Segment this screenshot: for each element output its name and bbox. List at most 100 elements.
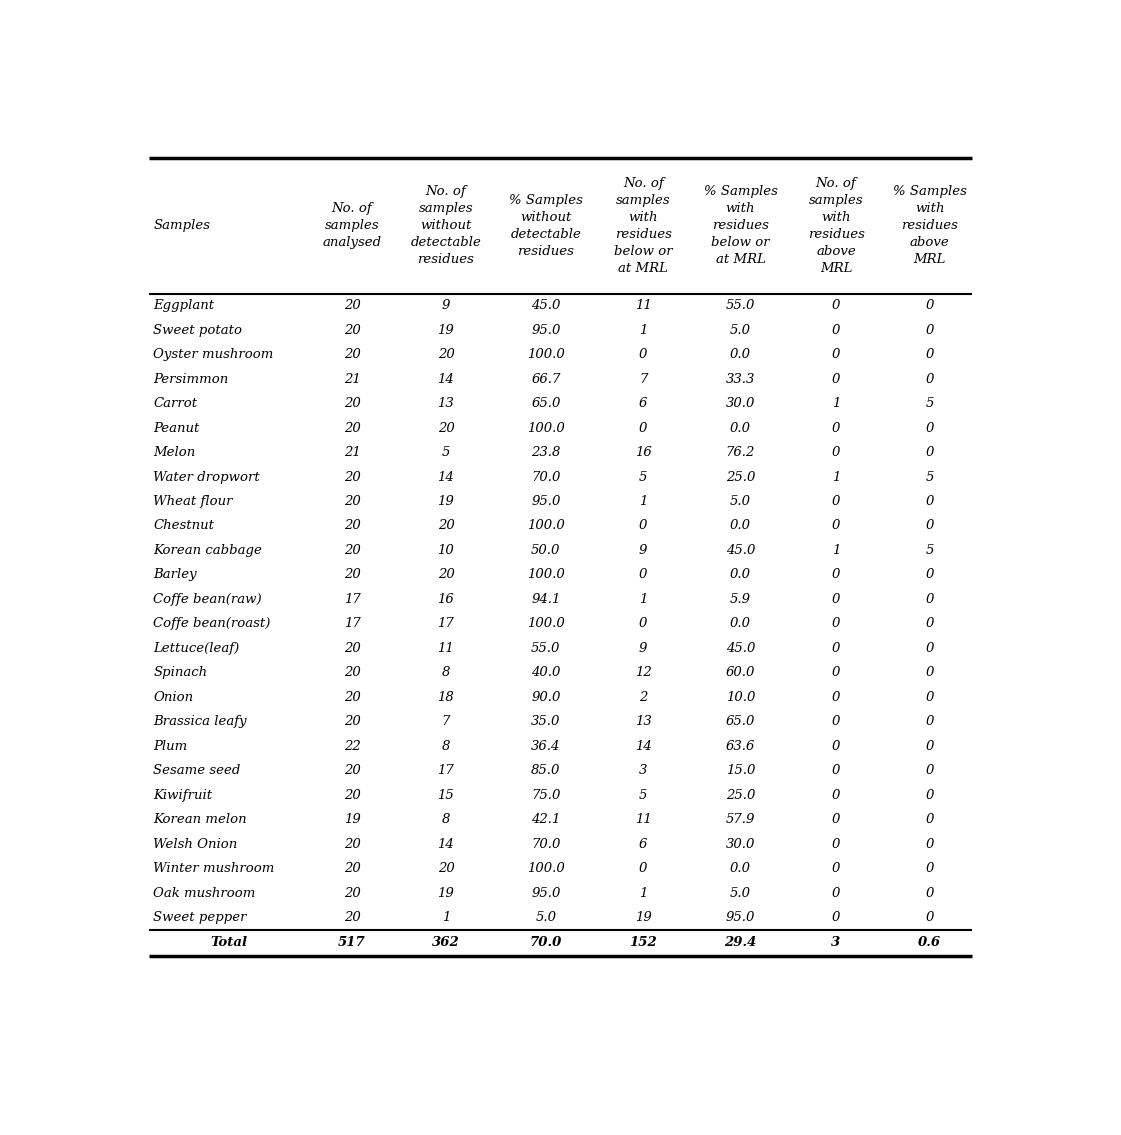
- Text: 0: 0: [832, 617, 841, 630]
- Text: 5.0: 5.0: [730, 323, 751, 337]
- Text: 90.0: 90.0: [531, 691, 560, 704]
- Text: 5.0: 5.0: [536, 911, 556, 924]
- Text: 7: 7: [639, 372, 647, 386]
- Text: 0.0: 0.0: [730, 617, 751, 630]
- Text: 95.0: 95.0: [531, 886, 560, 900]
- Text: 20: 20: [344, 544, 361, 557]
- Text: 20: 20: [344, 863, 361, 875]
- Text: 9: 9: [639, 641, 647, 655]
- Text: Melon: Melon: [154, 446, 195, 459]
- Text: 0: 0: [832, 300, 841, 312]
- Text: 0.0: 0.0: [730, 569, 751, 581]
- Text: 0: 0: [832, 789, 841, 801]
- Text: 0: 0: [926, 323, 934, 337]
- Text: 3: 3: [639, 764, 647, 777]
- Text: Plum: Plum: [154, 740, 187, 753]
- Text: 0: 0: [926, 813, 934, 826]
- Text: 20: 20: [344, 421, 361, 435]
- Text: 0: 0: [926, 789, 934, 801]
- Text: 17: 17: [344, 617, 361, 630]
- Text: 45.0: 45.0: [725, 544, 756, 557]
- Text: 0: 0: [832, 813, 841, 826]
- Text: 0: 0: [926, 886, 934, 900]
- Text: 21: 21: [344, 446, 361, 459]
- Text: 1: 1: [639, 495, 647, 508]
- Text: 20: 20: [344, 569, 361, 581]
- Text: 13: 13: [634, 715, 651, 729]
- Text: Eggplant: Eggplant: [154, 300, 214, 312]
- Text: 0: 0: [926, 592, 934, 606]
- Text: 0: 0: [926, 372, 934, 386]
- Text: 45.0: 45.0: [725, 641, 756, 655]
- Text: 0: 0: [639, 348, 647, 361]
- Text: 14: 14: [437, 471, 454, 484]
- Text: 11: 11: [634, 813, 651, 826]
- Text: 5: 5: [926, 544, 934, 557]
- Text: 95.0: 95.0: [531, 495, 560, 508]
- Text: 0: 0: [832, 666, 841, 680]
- Text: 66.7: 66.7: [531, 372, 560, 386]
- Text: 0: 0: [926, 569, 934, 581]
- Text: 0: 0: [639, 520, 647, 532]
- Text: 0.0: 0.0: [730, 348, 751, 361]
- Text: 2: 2: [639, 691, 647, 704]
- Text: 9: 9: [442, 300, 451, 312]
- Text: 1: 1: [639, 592, 647, 606]
- Text: Oak mushroom: Oak mushroom: [154, 886, 256, 900]
- Text: 0: 0: [926, 838, 934, 850]
- Text: 0: 0: [926, 300, 934, 312]
- Text: 6: 6: [639, 397, 647, 410]
- Text: 19: 19: [437, 886, 454, 900]
- Text: Sesame seed: Sesame seed: [154, 764, 241, 777]
- Text: 0: 0: [832, 520, 841, 532]
- Text: No. of
samples
with
residues
below or
at MRL: No. of samples with residues below or at…: [614, 177, 673, 275]
- Text: 17: 17: [344, 592, 361, 606]
- Text: 0: 0: [926, 715, 934, 729]
- Text: 21: 21: [344, 372, 361, 386]
- Text: 15.0: 15.0: [725, 764, 756, 777]
- Text: 20: 20: [344, 666, 361, 680]
- Text: 20: 20: [344, 520, 361, 532]
- Text: 40.0: 40.0: [531, 666, 560, 680]
- Text: 70.0: 70.0: [531, 838, 560, 850]
- Text: 95.0: 95.0: [531, 323, 560, 337]
- Text: 5: 5: [442, 446, 451, 459]
- Text: Onion: Onion: [154, 691, 193, 704]
- Text: 50.0: 50.0: [531, 544, 560, 557]
- Text: 76.2: 76.2: [725, 446, 756, 459]
- Text: 8: 8: [442, 740, 451, 753]
- Text: 13: 13: [437, 397, 454, 410]
- Text: 0: 0: [832, 641, 841, 655]
- Text: 0: 0: [926, 740, 934, 753]
- Text: 20: 20: [344, 323, 361, 337]
- Text: 20: 20: [344, 641, 361, 655]
- Text: 0: 0: [926, 617, 934, 630]
- Text: 9: 9: [639, 544, 647, 557]
- Text: 0: 0: [832, 764, 841, 777]
- Text: Winter mushroom: Winter mushroom: [154, 863, 275, 875]
- Text: 45.0: 45.0: [531, 300, 560, 312]
- Text: Water dropwort: Water dropwort: [154, 471, 260, 484]
- Text: Oyster mushroom: Oyster mushroom: [154, 348, 274, 361]
- Text: 20: 20: [344, 764, 361, 777]
- Text: 65.0: 65.0: [725, 715, 756, 729]
- Text: 19: 19: [634, 911, 651, 924]
- Text: 20: 20: [344, 838, 361, 850]
- Text: 33.3: 33.3: [725, 372, 756, 386]
- Text: 0: 0: [926, 911, 934, 924]
- Text: 1: 1: [832, 471, 841, 484]
- Text: 100.0: 100.0: [527, 569, 565, 581]
- Text: 14: 14: [437, 372, 454, 386]
- Text: 11: 11: [634, 300, 651, 312]
- Text: 35.0: 35.0: [531, 715, 560, 729]
- Text: Carrot: Carrot: [154, 397, 197, 410]
- Text: 100.0: 100.0: [527, 617, 565, 630]
- Text: 3: 3: [832, 936, 841, 949]
- Text: 0: 0: [832, 348, 841, 361]
- Text: Korean cabbage: Korean cabbage: [154, 544, 262, 557]
- Text: 20: 20: [437, 348, 454, 361]
- Text: 55.0: 55.0: [531, 641, 560, 655]
- Text: 0: 0: [926, 348, 934, 361]
- Text: 75.0: 75.0: [531, 789, 560, 801]
- Text: 0.6: 0.6: [918, 936, 942, 949]
